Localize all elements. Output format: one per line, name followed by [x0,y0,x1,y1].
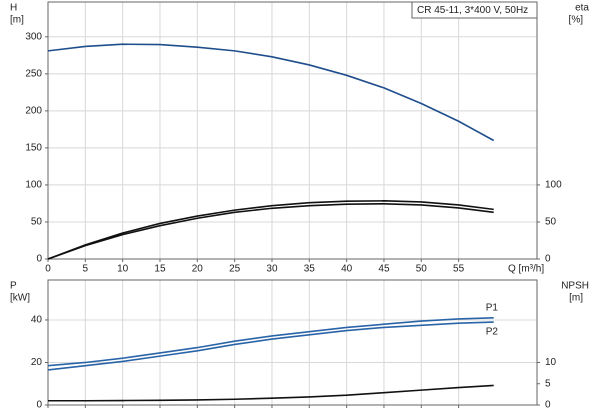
y2-tick-label: 50 [545,217,557,228]
x-tick-label: 10 [117,264,129,275]
y-tick-label: 50 [31,217,43,228]
curve [47,43,495,142]
x-tick-label: 30 [266,264,278,275]
curve [47,200,494,260]
x-tick-label: 0 [45,264,51,275]
y2-axis-unit: [%] [569,15,584,26]
curve-label: P2 [486,327,499,338]
x-tick-label: 25 [229,264,241,275]
y-tick-label: 20 [31,357,43,368]
y-tick-label: 0 [36,400,42,411]
y-tick-label: 0 [36,254,42,265]
x-tick-label: 40 [341,264,353,275]
y-axis-unit: [m] [10,15,24,26]
x-tick-label: 15 [154,264,166,275]
y2-tick-label: 100 [545,180,562,191]
y2-axis-label: eta [575,3,589,14]
y2-tick-label: 5 [545,378,551,389]
x-tick-label: 45 [378,264,390,275]
y2-axis-unit: [m] [569,293,583,304]
plot-frame [47,279,538,406]
y-tick-label: 150 [25,143,42,154]
x-tick-label: 20 [192,264,204,275]
curve [47,321,494,371]
y-tick-label: 250 [25,68,42,79]
chart-title: CR 45-11, 3*400 V, 50Hz [417,5,528,16]
x-tick-label: 55 [453,264,465,275]
y-tick-label: 200 [25,106,42,117]
y2-axis-label: NPSH [561,281,589,292]
x-tick-label: 5 [83,264,89,275]
x-tick-label: 50 [416,264,428,275]
y2-tick-label: 0 [545,254,551,265]
x-axis-label: Q [m³/h] [508,264,544,275]
curve [47,317,494,367]
y2-tick-label: 10 [545,357,557,368]
y-tick-label: 40 [31,315,43,326]
plot-frame [47,1,538,260]
x-tick-label: 35 [304,264,316,275]
curve [48,384,494,402]
y-axis-label: P [10,281,17,292]
y2-tick-label: 0 [545,400,551,411]
y-tick-label: 100 [25,180,42,191]
y-axis-unit: [kW] [10,293,30,304]
y-axis-label: H [10,3,17,14]
curve [47,203,494,260]
y-tick-label: 300 [25,31,42,42]
curve-label: P1 [486,302,499,313]
title-box [411,1,538,19]
